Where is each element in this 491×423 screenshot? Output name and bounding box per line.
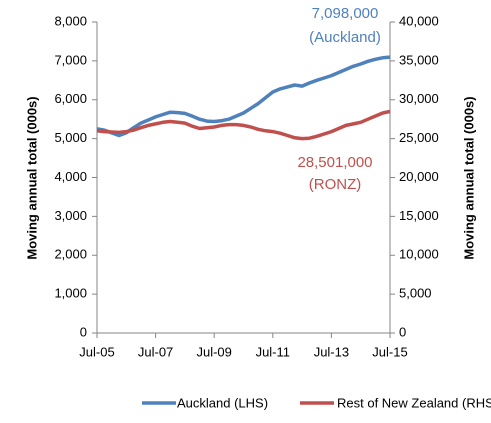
y2-tick-label: 30,000 <box>399 91 439 106</box>
y2-tick-label: 40,000 <box>399 13 439 28</box>
x-tick-label: Jul-15 <box>372 344 407 359</box>
y-tick-label: 4,000 <box>54 169 87 184</box>
y-tick-label: 6,000 <box>54 91 87 106</box>
y-tick-label: 2,000 <box>54 247 87 262</box>
y2-tick-label: 35,000 <box>399 52 439 67</box>
annotation: (Auckland) <box>309 29 381 46</box>
y2-tick-label: 5,000 <box>399 286 432 301</box>
y2-tick-label: 15,000 <box>399 208 439 223</box>
x-tick-label: Jul-11 <box>256 344 290 359</box>
y-tick-label: 7,000 <box>54 52 87 67</box>
annotation: 7,098,000 <box>312 5 379 22</box>
x-tick-label: Jul-07 <box>138 344 173 359</box>
y-tick-label: 8,000 <box>54 13 87 28</box>
x-tick-label: Jul-13 <box>314 344 349 359</box>
series-line <box>96 55 391 138</box>
y-tick-label: 3,000 <box>54 208 87 223</box>
annotation: 28,501,000 <box>297 154 372 171</box>
y2-tick-label: 20,000 <box>399 169 439 184</box>
legend-label: Auckland (LHS) <box>177 395 268 410</box>
y-tick-label: 5,000 <box>54 130 87 145</box>
y-tick-label: 0 <box>80 324 87 339</box>
legend-label: Rest of New Zealand (RHS) <box>337 395 491 410</box>
y2-tick-label: 0 <box>399 324 406 339</box>
series-line <box>96 109 391 141</box>
x-tick-label: Jul-09 <box>196 344 231 359</box>
y-tick-label: 1,000 <box>54 286 87 301</box>
y2-axis-title: Moving annual total (000s) <box>461 96 476 259</box>
y-axis-title: Moving annual total (000s) <box>24 96 39 259</box>
y2-tick-label: 25,000 <box>399 130 439 145</box>
annotation: (RONZ) <box>309 176 362 193</box>
y2-tick-label: 10,000 <box>399 247 439 262</box>
x-tick-label: Jul-05 <box>79 344 114 359</box>
